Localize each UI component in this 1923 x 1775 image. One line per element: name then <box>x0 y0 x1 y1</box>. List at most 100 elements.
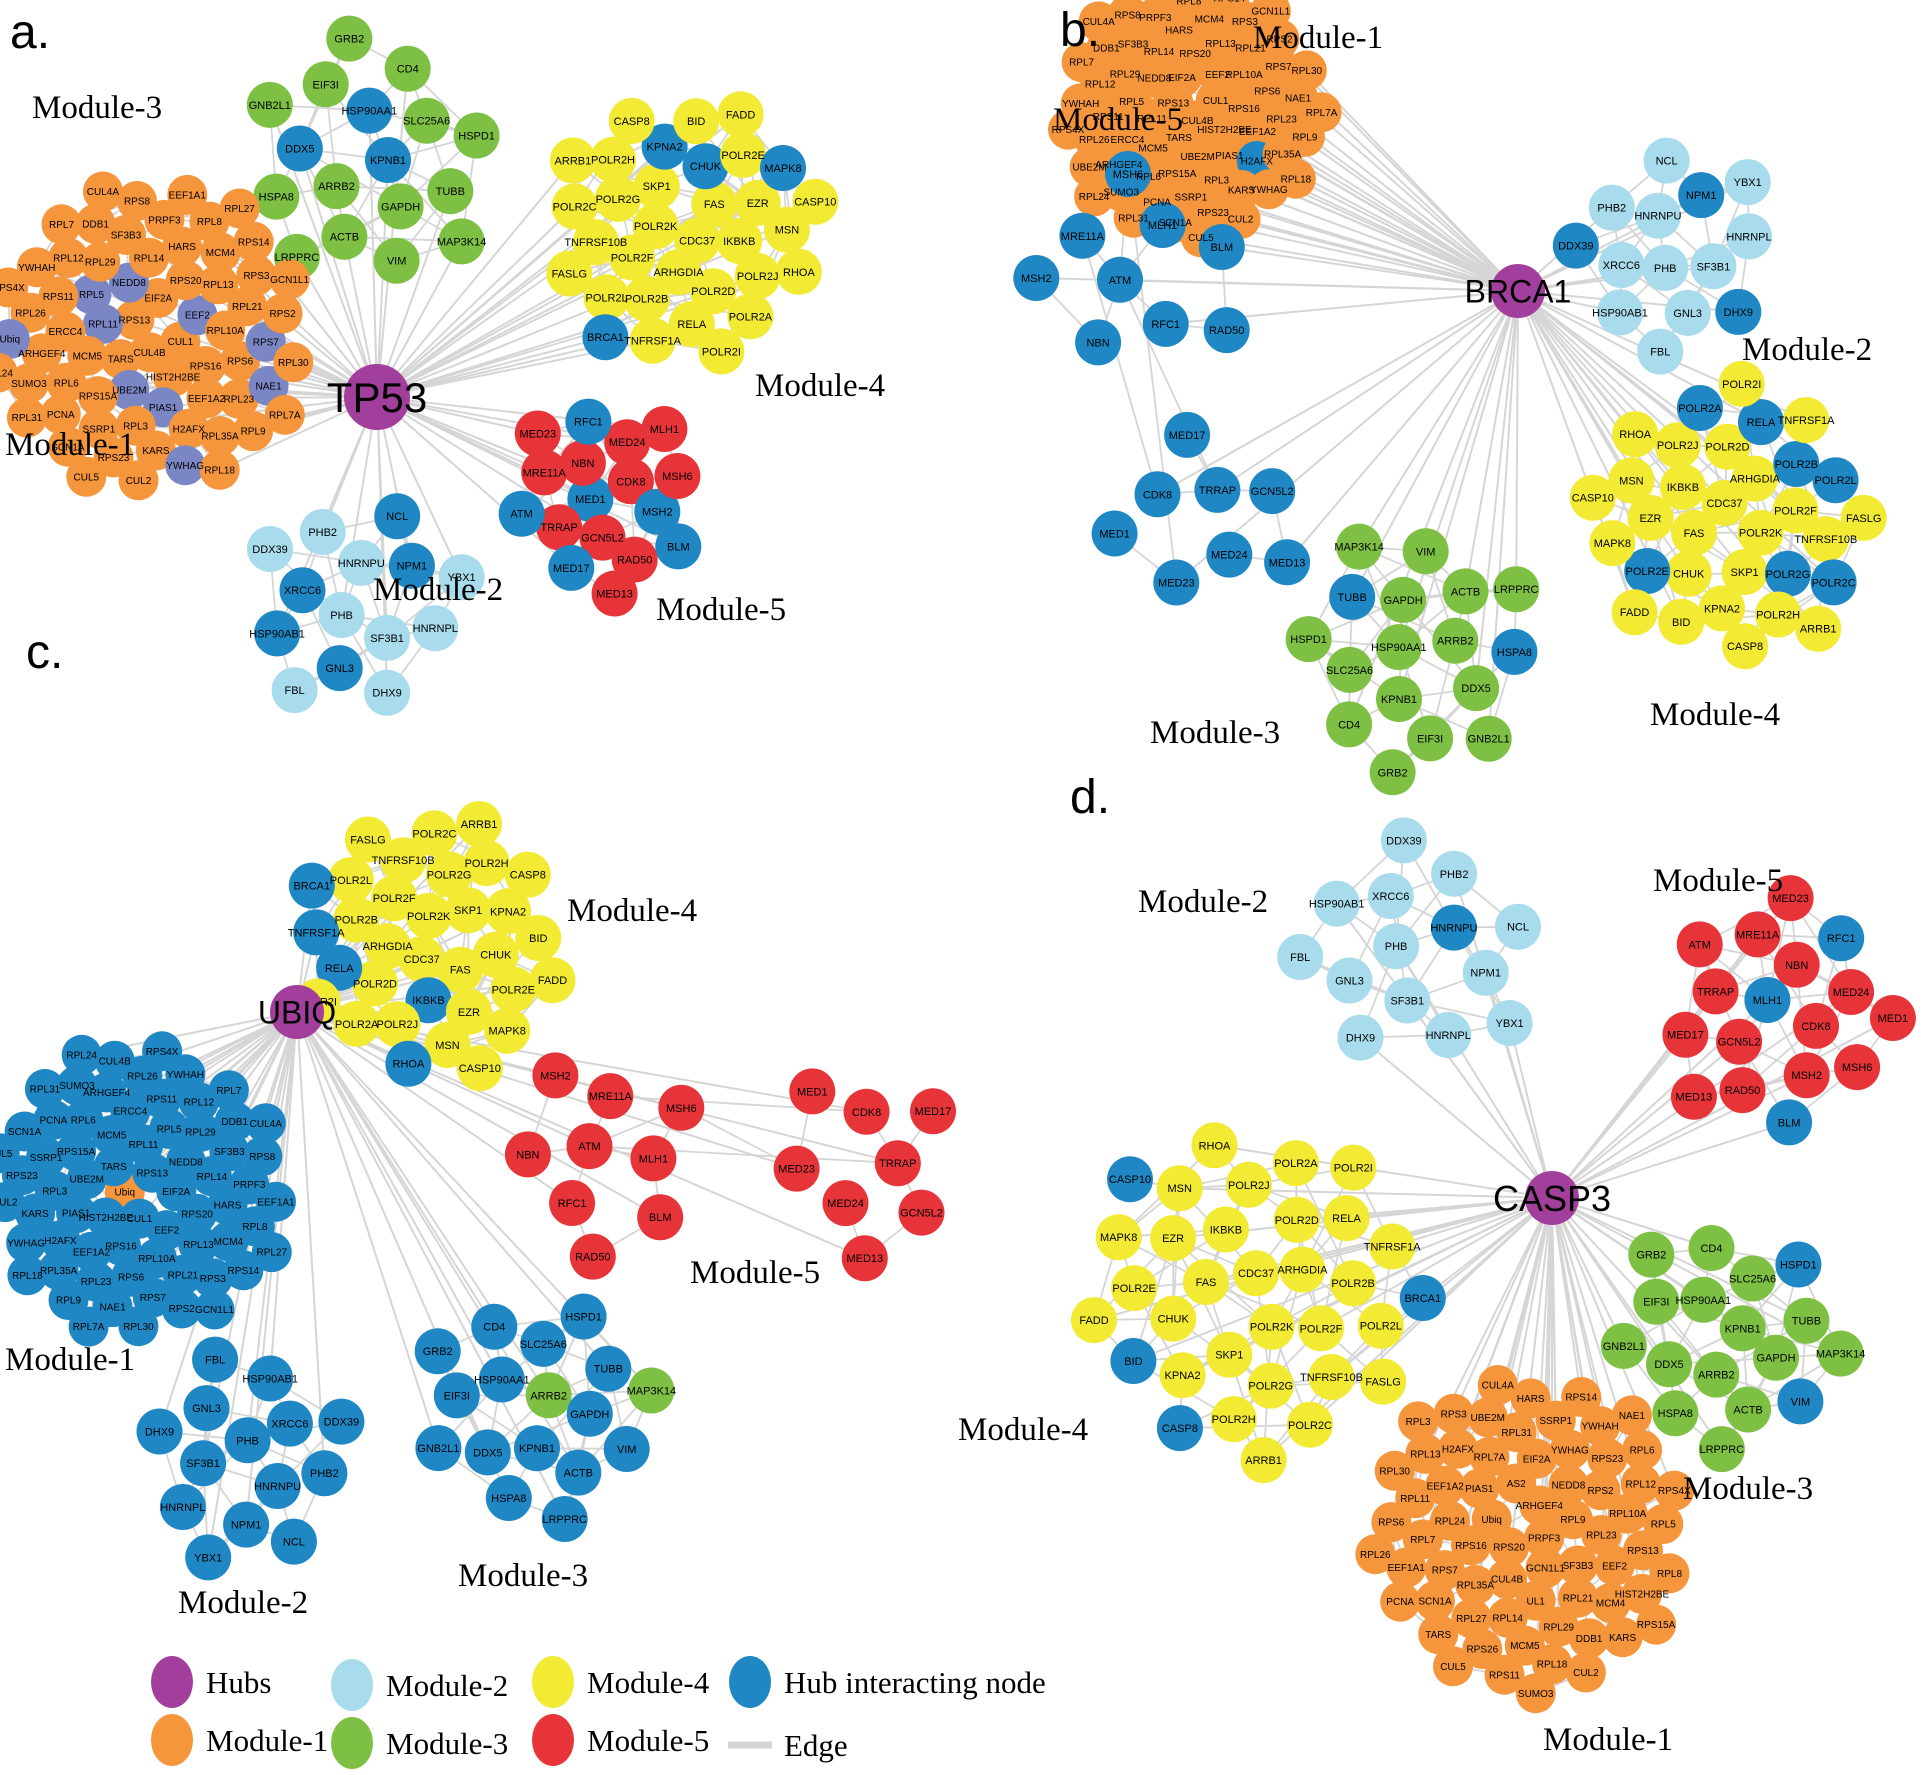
node-nedd8[interactable] <box>1548 1465 1589 1505</box>
node-rpl8[interactable] <box>1649 1553 1690 1594</box>
node-skp1[interactable] <box>1721 549 1768 595</box>
node-casp8[interactable] <box>1722 623 1769 670</box>
node-med13[interactable] <box>591 570 638 617</box>
node-gcn5l2[interactable] <box>898 1189 945 1236</box>
node-map3k14[interactable] <box>628 1367 675 1414</box>
node-sf3b3[interactable] <box>106 214 146 255</box>
node-rps4x[interactable] <box>1048 109 1088 150</box>
node-rps2[interactable] <box>262 293 303 334</box>
node-rpl5[interactable] <box>1643 1504 1684 1544</box>
node-rpl9[interactable] <box>233 411 274 452</box>
node-polr2l[interactable] <box>327 857 374 903</box>
node-kpnb1[interactable] <box>514 1425 560 1472</box>
node-cul4a[interactable] <box>1078 1 1119 42</box>
node-mcm4[interactable] <box>1590 1583 1631 1623</box>
node-rpl30[interactable] <box>1374 1450 1415 1491</box>
node-ywhag[interactable] <box>6 1222 47 1263</box>
node-rad50[interactable] <box>611 536 658 583</box>
node-gnb2l1[interactable] <box>1465 715 1512 762</box>
node-rps3[interactable] <box>236 255 277 296</box>
node-fbl[interactable] <box>271 667 318 714</box>
node-polr2d[interactable] <box>1704 423 1751 470</box>
node-rpl3[interactable] <box>1398 1401 1439 1442</box>
node-arrb1[interactable] <box>549 137 596 184</box>
node-dhx9[interactable] <box>364 669 411 716</box>
node-tnfrsf10b[interactable] <box>1802 516 1849 563</box>
node-polr2a[interactable] <box>1272 1140 1319 1187</box>
node-mcm4[interactable] <box>200 232 241 273</box>
node-casp10[interactable] <box>1107 1156 1153 1203</box>
node-med24[interactable] <box>822 1180 869 1227</box>
node-polr2k[interactable] <box>1737 509 1784 556</box>
node-polr2f[interactable] <box>609 234 656 281</box>
node-cd4[interactable] <box>1326 701 1373 748</box>
node-ddb1[interactable] <box>1569 1618 1610 1659</box>
node-rpl13[interactable] <box>1405 1433 1446 1474</box>
node-grb2[interactable] <box>1369 749 1416 796</box>
node-gapdh[interactable] <box>1753 1334 1799 1381</box>
node-polr2b[interactable] <box>1330 1260 1377 1307</box>
node-polr2d[interactable] <box>690 268 737 315</box>
node-blm[interactable] <box>655 523 702 570</box>
node-med23[interactable] <box>514 410 561 457</box>
node-rpl24[interactable] <box>1074 176 1115 217</box>
node-tubb[interactable] <box>585 1345 632 1392</box>
node-brca1[interactable] <box>582 314 629 361</box>
node-grb2[interactable] <box>326 15 373 62</box>
node-arrb2[interactable] <box>1432 617 1479 664</box>
node-med17[interactable] <box>1164 411 1211 458</box>
node-mre11a[interactable] <box>1059 212 1106 259</box>
node-ywhah[interactable] <box>1580 1406 1621 1447</box>
node-kpnb1[interactable] <box>1719 1305 1766 1352</box>
node-polr2i[interactable] <box>1718 360 1765 407</box>
node-msh2[interactable] <box>532 1052 579 1099</box>
node-msn[interactable] <box>1608 457 1655 504</box>
node-skp1[interactable] <box>633 163 680 210</box>
node-brca1[interactable] <box>1399 1275 1446 1321</box>
node-eif3i[interactable] <box>302 61 349 108</box>
node-hnrnpu[interactable] <box>254 1463 301 1509</box>
node-ncl[interactable] <box>1643 137 1690 184</box>
node-polr2b[interactable] <box>623 275 670 322</box>
node-nbn[interactable] <box>559 439 606 486</box>
node-cdk8[interactable] <box>1793 1002 1839 1049</box>
node-xrcc6[interactable] <box>266 1400 313 1447</box>
node-grb2[interactable] <box>414 1328 461 1375</box>
node-ube2m[interactable] <box>1069 146 1110 187</box>
node-rps8[interactable] <box>242 1136 283 1177</box>
node-atm[interactable] <box>1097 256 1143 303</box>
node-rps15a[interactable] <box>78 376 118 417</box>
node-polr2e[interactable] <box>490 966 537 1013</box>
node-tnfrsf10b[interactable] <box>1308 1354 1355 1400</box>
node-lrpprc[interactable] <box>1698 1426 1745 1473</box>
node-tars[interactable] <box>1418 1614 1459 1655</box>
node-chuk[interactable] <box>682 143 729 190</box>
node-sf3b1[interactable] <box>364 614 411 661</box>
node-rfc1[interactable] <box>1142 300 1189 347</box>
node-eef1a2[interactable] <box>1425 1465 1466 1506</box>
node-sf3b1[interactable] <box>180 1440 227 1487</box>
node-rps15a[interactable] <box>1636 1604 1677 1645</box>
node-casp8[interactable] <box>1156 1405 1203 1452</box>
node-rpl31[interactable] <box>24 1069 65 1109</box>
node-bid[interactable] <box>515 915 562 961</box>
node-ube2m[interactable] <box>109 370 150 410</box>
node-rpl5[interactable] <box>149 1109 190 1149</box>
node-polr2d[interactable] <box>352 960 398 1007</box>
node-fbl[interactable] <box>1637 328 1684 375</box>
node-hspd1[interactable] <box>1285 616 1332 663</box>
node-gcn1l1[interactable] <box>269 259 310 300</box>
node-rpl24[interactable] <box>61 1034 102 1075</box>
node-tnfrsf1a[interactable] <box>1369 1223 1416 1270</box>
node-atm[interactable] <box>566 1123 613 1170</box>
node-rps3[interactable] <box>192 1258 233 1299</box>
node-kpna2[interactable] <box>641 123 688 170</box>
node-tnfrsf1a[interactable] <box>293 909 340 956</box>
node-cul4a[interactable] <box>1477 1365 1518 1405</box>
node-rps14[interactable] <box>1209 0 1250 18</box>
node-faslg[interactable] <box>546 250 593 297</box>
node-polr2h[interactable] <box>463 840 510 887</box>
node-rps4x[interactable] <box>1654 1470 1695 1511</box>
node-kpnb1[interactable] <box>365 137 411 183</box>
node-med13[interactable] <box>1264 539 1311 586</box>
